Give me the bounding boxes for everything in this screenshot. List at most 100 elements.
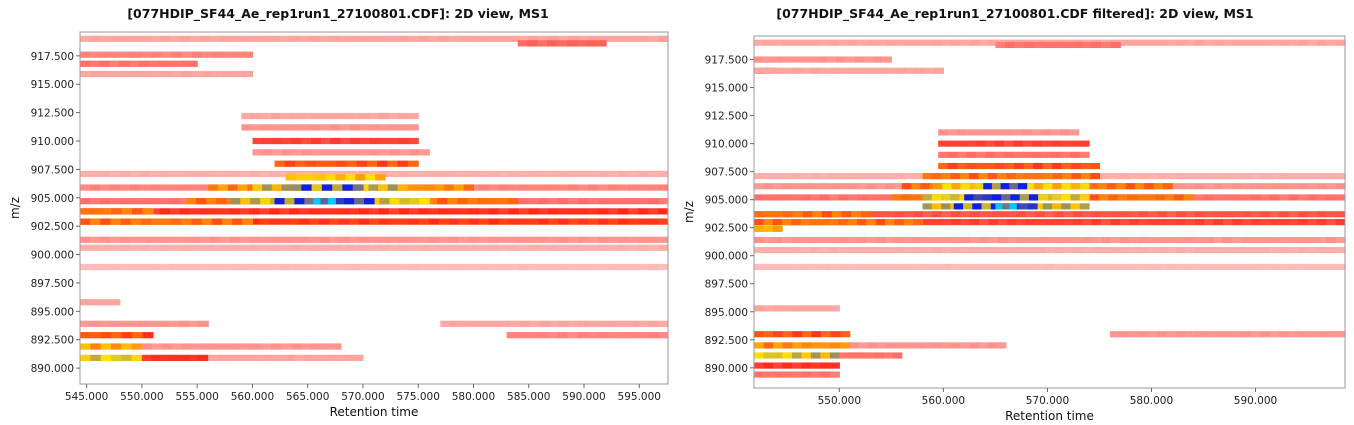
heatmap-cell [658, 244, 668, 251]
heatmap-cell [979, 263, 990, 271]
heatmap-cell [130, 51, 142, 58]
heatmap-cell [576, 40, 588, 47]
heatmap-cell [1316, 236, 1327, 244]
heatmap-cell [818, 56, 828, 63]
heatmap-cell [800, 236, 811, 244]
heatmap-cell [866, 219, 877, 226]
heatmap-cell [866, 211, 877, 218]
heatmap-cell [913, 219, 924, 226]
heatmap-cell [638, 198, 649, 205]
heatmap-cell [179, 208, 191, 215]
heatmap-cell [160, 354, 171, 362]
heatmap-cell [960, 247, 971, 254]
heatmap-cell [239, 35, 251, 42]
heatmap-cell [1194, 183, 1205, 190]
heatmap-cell [1335, 183, 1345, 190]
heatmap-cell [319, 35, 330, 42]
heatmap-cell [782, 371, 793, 378]
heatmap-cell [618, 320, 630, 327]
heatmap-cell [290, 124, 301, 131]
heatmap-cell [1279, 219, 1290, 226]
heatmap-cell [279, 208, 290, 215]
x-tick-label: 570.000 [1026, 395, 1069, 407]
heatmap-cell [618, 170, 629, 178]
heatmap-cell [782, 263, 793, 271]
heatmap-cell [1297, 331, 1308, 338]
heatmap-cell [378, 244, 390, 251]
heatmap-cell [959, 342, 970, 349]
heatmap-cell [1213, 236, 1224, 244]
heatmap-cell [388, 263, 400, 271]
heatmap-cell [558, 170, 569, 178]
heatmap-cell [821, 331, 832, 338]
heatmap-cell [820, 352, 831, 359]
heatmap-cell [1017, 183, 1028, 190]
heatmap-cell [319, 208, 330, 215]
heatmap-cell [311, 184, 323, 191]
heatmap-chart-filtered[interactable]: 550.000 560.000 570.000 580.000 590.000890.0… [677, 0, 1354, 425]
heatmap-cell [904, 211, 915, 218]
heatmap-cell [922, 211, 933, 218]
heatmap-cell [1097, 183, 1108, 190]
heatmap-cell [1106, 183, 1117, 190]
heatmap-cell [1033, 162, 1044, 170]
heatmap-cell [981, 203, 992, 210]
heatmap-cell [548, 184, 559, 191]
heatmap-cell [810, 194, 821, 201]
heatmap-cell [359, 236, 370, 243]
heatmap-cell [1003, 129, 1014, 136]
heatmap-cell [468, 208, 480, 215]
heatmap-cell [829, 183, 840, 190]
heatmap-cell [1316, 247, 1327, 254]
x-tick-label: 580.000 [452, 391, 495, 403]
heatmap-cell [819, 236, 830, 244]
heatmap-cell [428, 244, 440, 251]
heatmap-cell [344, 198, 355, 205]
heatmap-cell [1335, 39, 1345, 46]
heatmap-cell [618, 244, 629, 251]
heatmap-cell [219, 35, 231, 42]
heatmap-cell [1316, 183, 1327, 190]
heatmap-cell [398, 137, 410, 145]
heatmap-cell [783, 211, 794, 218]
heatmap-cell [119, 236, 131, 243]
heatmap-cell [866, 173, 877, 180]
heatmap-cell [538, 208, 550, 215]
heatmap-cell [791, 362, 803, 369]
heatmap-cell [979, 219, 990, 226]
heatmap-cell [827, 56, 838, 63]
heatmap-cell [772, 173, 783, 180]
heatmap-cell [569, 320, 580, 327]
heatmap-cell [1288, 236, 1299, 244]
heatmap-cell [528, 184, 540, 191]
heatmap-cell [398, 112, 409, 120]
heatmap-cell [119, 35, 131, 42]
heatmap-cell [518, 236, 530, 243]
heatmap-cell [1038, 194, 1049, 201]
heatmap-cell [438, 218, 450, 225]
heatmap-cell [1138, 331, 1149, 338]
heatmap-cell [1129, 173, 1140, 180]
heatmap-cell [109, 299, 121, 306]
heatmap-cell [829, 263, 840, 271]
heatmap-cell [1032, 151, 1043, 158]
heatmap-cell [1063, 247, 1074, 254]
heatmap-cell [578, 198, 589, 205]
heatmap-cell [99, 35, 111, 42]
heatmap-cell [628, 263, 639, 271]
heatmap-cell [388, 124, 400, 131]
heatmap-cell [463, 184, 475, 191]
heatmap-cell [1316, 194, 1327, 201]
heatmap-cell [1251, 236, 1262, 244]
heatmap-cell [568, 236, 579, 243]
heatmap-cell [568, 35, 579, 42]
heatmap-cell [1101, 211, 1112, 218]
heatmap-cell [201, 343, 213, 350]
heatmap-cell [1119, 39, 1130, 46]
heatmap-chart-raw[interactable]: 545.000 550.000 555.000 560.000 565.000 570.0… [0, 0, 677, 425]
heatmap-cell [618, 263, 629, 271]
heatmap-cell [979, 247, 990, 254]
heatmap-cell [841, 211, 852, 218]
heatmap-cell [209, 208, 221, 215]
heatmap-cell [558, 208, 569, 215]
